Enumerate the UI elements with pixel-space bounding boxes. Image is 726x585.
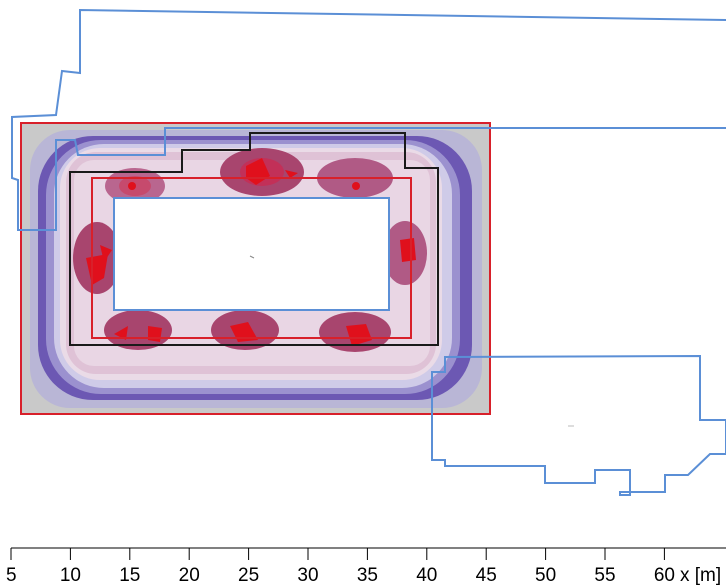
- peak-marker: [346, 324, 372, 346]
- scale-tick-label: 40: [416, 565, 437, 585]
- stray-mark: [249, 255, 255, 259]
- scale-tick-label: 50: [535, 565, 556, 585]
- building-outline-bottom-right: [431, 354, 726, 496]
- building-outlines: [11, 8, 726, 496]
- scale-tick-label: 15: [119, 565, 140, 585]
- scale-tick-label: 55: [594, 565, 615, 585]
- field-outline: [69, 132, 439, 346]
- scale-tick-label: 5: [6, 565, 17, 585]
- scale-tick-label: 25: [238, 565, 259, 585]
- inner-pitch: [113, 197, 390, 311]
- scale-tick-label: 10: [60, 565, 81, 585]
- peak-marker: [400, 238, 416, 262]
- scale-tick-label: 35: [357, 565, 378, 585]
- peak-marker: [285, 170, 298, 178]
- building-outline-top: [11, 8, 726, 231]
- calc-area-outer: [20, 122, 491, 415]
- calc-area-inner: [91, 177, 412, 339]
- peak-marker: [100, 245, 112, 262]
- peak-marker: [128, 182, 136, 190]
- peak-marker: [114, 326, 128, 340]
- scale-tick-label: 60: [654, 565, 675, 585]
- luminaire-hotspots: [73, 148, 427, 352]
- scale-tick-label: 20: [179, 565, 200, 585]
- scale-tick-label: 30: [297, 565, 318, 585]
- scale-axis-ticks: 5 10 15 20 25 30 35 40 45 50 55 60 x [m]: [6, 548, 721, 585]
- scale-unit-label: x [m]: [680, 565, 721, 585]
- peak-marker: [352, 182, 360, 190]
- peak-marker: [148, 326, 162, 342]
- scale-tick-label: 45: [476, 565, 497, 585]
- scale-axis: 5 10 15 20 25 30 35 40 45 50 55 60 x [m]: [6, 547, 726, 585]
